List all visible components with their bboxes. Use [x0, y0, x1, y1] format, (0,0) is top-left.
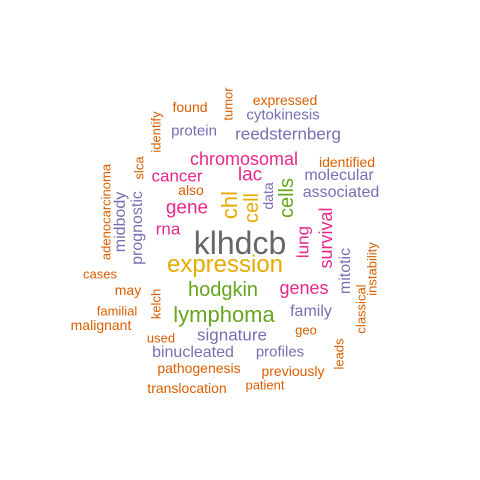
- word-associated: associated: [302, 184, 380, 201]
- word-molecular: molecular: [304, 167, 374, 184]
- word-family: family: [290, 303, 332, 320]
- word-translocation: translocation: [147, 380, 227, 396]
- word-chromosomal: chromosomal: [189, 149, 299, 169]
- word-cell: cell: [241, 192, 263, 224]
- word-expression: expression: [166, 251, 284, 278]
- word-mitotic: mitotic: [337, 247, 354, 295]
- word-tumor: tumor: [220, 87, 236, 121]
- word-rna: rna: [155, 219, 181, 239]
- word-classical: classical: [353, 284, 369, 334]
- word-previously: previously: [261, 363, 325, 379]
- word-cytokinesis: cytokinesis: [246, 106, 320, 124]
- word-protein: protein: [171, 122, 217, 140]
- word-gene: gene: [165, 197, 209, 219]
- word-familial: familial: [96, 303, 138, 319]
- word-reedsternberg: reedsternberg: [235, 124, 341, 144]
- word-slca: slca: [131, 156, 147, 180]
- word-identify: identify: [148, 111, 164, 153]
- word-used: used: [146, 330, 176, 346]
- word-signature: signature: [197, 325, 267, 345]
- word-profiles: profiles: [255, 343, 305, 361]
- word-malignant: malignant: [70, 317, 132, 333]
- word-patient: patient: [245, 377, 285, 393]
- word-genes: genes: [279, 278, 329, 298]
- word-lymphoma: lymphoma: [173, 302, 275, 327]
- word-midbody: midbody: [112, 191, 129, 253]
- word-prognostic: prognostic: [129, 191, 146, 265]
- word-binucleated: binucleated: [152, 344, 234, 361]
- word-kelch: kelch: [148, 288, 164, 320]
- word-identified: identified: [318, 154, 376, 170]
- word-cases: cases: [83, 266, 117, 282]
- word-expressed: expressed: [252, 92, 318, 108]
- word-cancer: cancer: [151, 166, 203, 186]
- word-geo: geo: [295, 322, 317, 338]
- word-lac: lac: [237, 164, 263, 186]
- word-survival: survival: [316, 207, 336, 269]
- word-hodgkin: hodgkin: [187, 279, 259, 301]
- word-also: also: [178, 182, 204, 198]
- word-cells: cells: [276, 177, 298, 219]
- word-found: found: [172, 99, 208, 115]
- word-may: may: [114, 282, 142, 298]
- word-leads: leads: [331, 338, 347, 370]
- word-adenocarcinoma: adenocarcinoma: [98, 163, 114, 261]
- word-lung: lung: [293, 225, 313, 259]
- word-klhdcb: klhdcb: [193, 225, 287, 261]
- word-pathogenesis: pathogenesis: [157, 360, 241, 376]
- word-chl: chl: [217, 190, 242, 220]
- word-data: data: [260, 182, 276, 210]
